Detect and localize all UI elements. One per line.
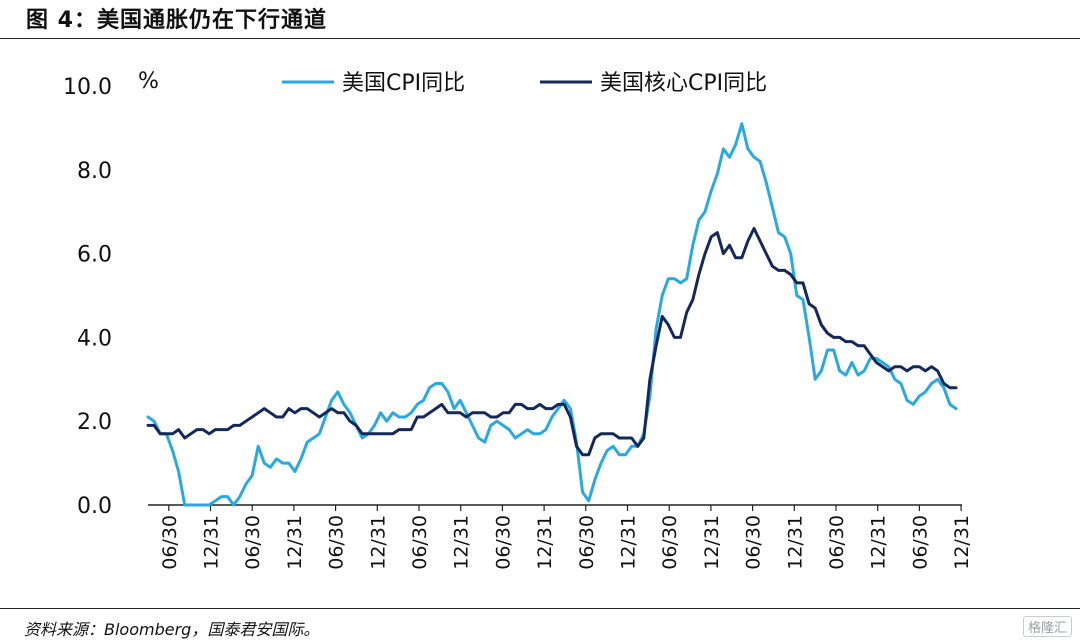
watermark-logo: 格隆汇 [1022,616,1072,637]
series-line-cpi [146,122,958,507]
y-tick-label: 6.0 [77,243,112,268]
x-tick-label: 12/31 [367,515,389,570]
y-tick-label: 0.0 [77,494,112,519]
x-tick-label: 06/30 [242,515,264,570]
x-tick-label: 06/30 [909,515,931,570]
x-tick-label: 06/30 [659,515,681,570]
legend-label: 美国核心CPI同比 [600,71,767,96]
x-axis: 06/30 12/31 06/30 12/31 06/30 12/31 06/30 12/31… [148,504,973,570]
y-axis-unit: % [138,69,159,94]
x-tick-label: 12/31 [951,515,973,570]
y-tick-label: 4.0 [77,326,112,351]
series-layer [146,122,958,507]
x-tick-label: 12/31 [784,515,806,570]
x-tick-label: 12/31 [534,515,556,570]
top-divider [0,38,1080,39]
x-tick-label: 06/30 [743,515,765,570]
x-tick-label: 12/31 [451,515,473,570]
x-tick-label: 12/31 [284,515,306,570]
y-tick-label: 8.0 [77,159,112,184]
bottom-divider [0,608,1080,609]
legend-label: 美国CPI同比 [342,71,465,96]
y-axis-labels: 0.0 2.0 4.0 6.0 8.0 10.0 [63,75,112,519]
x-tick-label: 12/31 [618,515,640,570]
x-tick-label: 12/31 [868,515,890,570]
y-tick-label: 2.0 [77,410,112,435]
x-tick-label: 06/30 [826,515,848,570]
chart-legend: 美国CPI同比 美国核心CPI同比 [282,71,767,96]
cpi-line-chart: 0.0 2.0 4.0 6.0 8.0 10.0 % 06/30 12/31 06/30 12/… [63,69,973,570]
figure-title: 图 4：美国通胀仍在下行通道 [26,8,327,33]
x-tick-label: 06/30 [492,515,514,570]
x-tick-label: 06/30 [326,515,348,570]
x-tick-label: 06/30 [576,515,598,570]
source-note: 资料来源：Bloomberg，国泰君安国际。 [24,620,320,639]
x-tick-label: 12/31 [701,515,723,570]
series-line-core-cpi [146,227,958,457]
y-tick-label: 10.0 [63,75,112,100]
x-tick-label: 06/30 [159,515,181,570]
x-tick-label: 12/31 [201,515,223,570]
x-tick-label: 06/30 [409,515,431,570]
